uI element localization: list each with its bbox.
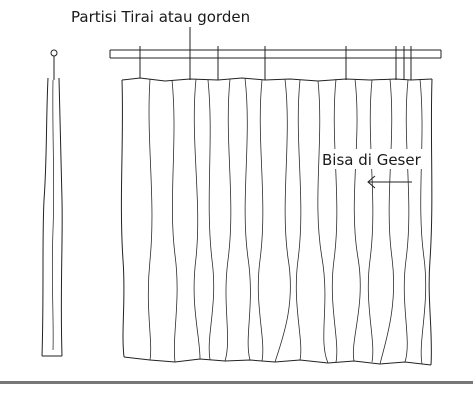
curtain-right-edge	[428, 78, 433, 366]
curtain-fold	[331, 78, 338, 363]
bottom-border	[0, 379, 473, 404]
curtain-bottom-edge	[123, 356, 432, 366]
bottom-rule-line	[0, 381, 473, 384]
curtain-fold	[257, 79, 264, 362]
curtain-fold	[403, 79, 410, 363]
curtain-fold	[171, 79, 178, 363]
curtain-side-view	[41, 49, 63, 357]
side-hanger-ring	[50, 49, 58, 57]
side-curtain-inner-fold	[51, 79, 55, 351]
side-curtain-left-edge	[41, 77, 49, 357]
curtain-fold	[379, 78, 395, 365]
side-curtain-right-edge	[58, 77, 63, 357]
curtain-fold	[419, 78, 427, 365]
curtain-fold	[244, 77, 251, 361]
slide-label-backdrop	[321, 149, 425, 169]
curtain-fold	[147, 78, 153, 361]
curtain-fold	[207, 79, 215, 361]
curtain-hooks	[139, 46, 412, 80]
curtain-fold	[224, 78, 232, 362]
curtain-rail	[109, 49, 442, 59]
curtain-fold	[317, 80, 329, 364]
curtain-fold	[352, 78, 361, 362]
label-curtain-partition: Partisi Tirai atau gorden	[71, 8, 250, 26]
curtain-fold	[367, 79, 374, 363]
curtain-front-view	[120, 77, 433, 366]
curtain-left-edge	[120, 79, 125, 358]
curtain-fold	[274, 78, 291, 363]
label-can-slide: Bisa di Geser	[322, 151, 422, 169]
curtain-fold	[193, 78, 201, 360]
curtain-top-edge	[121, 77, 433, 82]
slide-direction-arrow-icon	[367, 175, 412, 189]
curtain-fold	[295, 79, 302, 361]
